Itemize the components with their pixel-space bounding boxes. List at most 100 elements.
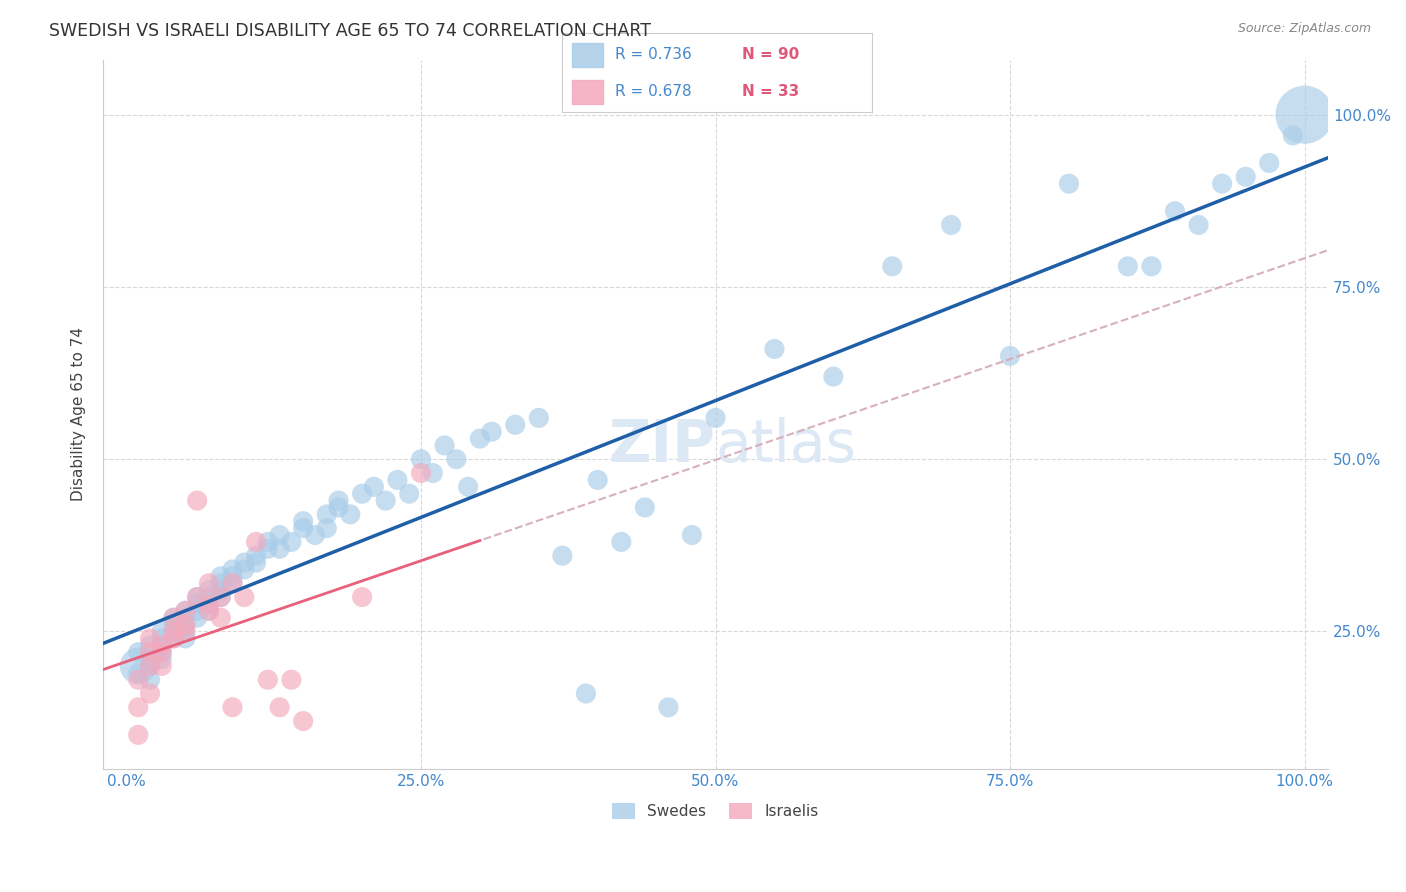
Text: SWEDISH VS ISRAELI DISABILITY AGE 65 TO 74 CORRELATION CHART: SWEDISH VS ISRAELI DISABILITY AGE 65 TO … — [49, 22, 651, 40]
Point — [139, 652, 162, 666]
Point — [292, 714, 315, 728]
Point — [280, 673, 302, 687]
Point — [233, 590, 256, 604]
Point — [139, 632, 162, 646]
Point — [198, 604, 221, 618]
Point — [551, 549, 574, 563]
Point — [328, 500, 350, 515]
Point — [186, 604, 208, 618]
Point — [139, 673, 162, 687]
Point — [315, 521, 337, 535]
Text: R = 0.736: R = 0.736 — [614, 47, 692, 62]
Point — [162, 624, 184, 639]
Point — [198, 576, 221, 591]
Point — [269, 541, 291, 556]
Point — [174, 624, 197, 639]
Point — [339, 508, 361, 522]
Point — [233, 556, 256, 570]
Point — [150, 645, 173, 659]
Point — [481, 425, 503, 439]
Point — [198, 590, 221, 604]
Text: N = 33: N = 33 — [742, 85, 799, 99]
Point — [139, 645, 162, 659]
Text: ZIP: ZIP — [609, 417, 716, 474]
Point — [1281, 128, 1303, 143]
Point — [127, 659, 149, 673]
FancyBboxPatch shape — [572, 80, 603, 103]
Point — [433, 438, 456, 452]
Legend: Swedes, Israelis: Swedes, Israelis — [606, 797, 825, 825]
Point — [174, 617, 197, 632]
Point — [221, 576, 243, 591]
Point — [209, 590, 232, 604]
Point — [186, 611, 208, 625]
Point — [610, 535, 633, 549]
Point — [1234, 169, 1257, 184]
Point — [150, 632, 173, 646]
Point — [127, 728, 149, 742]
Point — [186, 493, 208, 508]
Point — [256, 541, 278, 556]
Point — [245, 556, 267, 570]
Point — [186, 590, 208, 604]
Point — [398, 486, 420, 500]
Point — [575, 686, 598, 700]
Point — [233, 562, 256, 576]
Point — [162, 632, 184, 646]
Point — [174, 604, 197, 618]
Point — [139, 659, 162, 673]
Point — [127, 665, 149, 680]
Point — [245, 535, 267, 549]
Point — [209, 583, 232, 598]
Point — [1211, 177, 1233, 191]
Point — [269, 528, 291, 542]
Point — [209, 569, 232, 583]
Point — [162, 611, 184, 625]
Point — [198, 583, 221, 598]
Text: atlas: atlas — [716, 417, 856, 474]
Point — [150, 645, 173, 659]
Point — [256, 535, 278, 549]
Point — [1187, 218, 1209, 232]
Point — [681, 528, 703, 542]
Point — [446, 452, 468, 467]
Point — [939, 218, 962, 232]
Point — [527, 410, 550, 425]
Point — [457, 480, 479, 494]
Point — [328, 493, 350, 508]
Point — [150, 624, 173, 639]
Point — [150, 652, 173, 666]
Point — [174, 632, 197, 646]
Point — [256, 673, 278, 687]
Point — [198, 597, 221, 611]
Point — [1057, 177, 1080, 191]
Point — [352, 590, 374, 604]
Point — [374, 493, 396, 508]
Point — [292, 514, 315, 528]
Point — [139, 686, 162, 700]
Point — [586, 473, 609, 487]
Point — [174, 604, 197, 618]
Point — [174, 611, 197, 625]
Point — [186, 597, 208, 611]
Y-axis label: Disability Age 65 to 74: Disability Age 65 to 74 — [72, 327, 86, 501]
Point — [162, 617, 184, 632]
Point — [174, 617, 197, 632]
Point — [882, 260, 904, 274]
Point — [352, 486, 374, 500]
Point — [1164, 204, 1187, 219]
Point — [150, 638, 173, 652]
Point — [209, 611, 232, 625]
Point — [409, 466, 432, 480]
Text: Source: ZipAtlas.com: Source: ZipAtlas.com — [1237, 22, 1371, 36]
Point — [468, 432, 491, 446]
Point — [823, 369, 845, 384]
Point — [139, 659, 162, 673]
Point — [315, 508, 337, 522]
Point — [763, 342, 786, 356]
Point — [150, 638, 173, 652]
FancyBboxPatch shape — [572, 43, 603, 67]
Point — [998, 349, 1021, 363]
Point — [245, 549, 267, 563]
Point — [657, 700, 679, 714]
